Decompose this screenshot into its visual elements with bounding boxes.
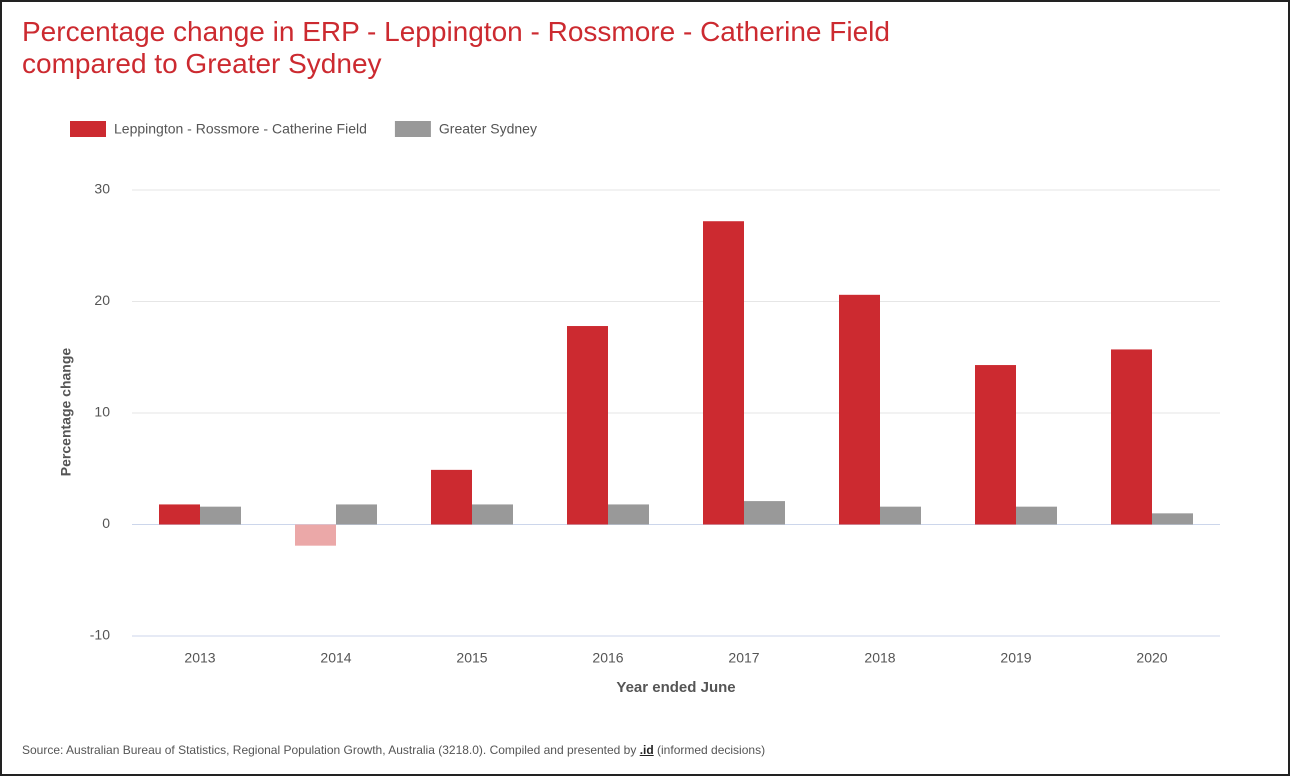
legend-label: Greater Sydney (439, 121, 537, 137)
legend-swatch (394, 121, 431, 137)
source-text: Source: Australian Bureau of Statistics,… (22, 743, 640, 757)
bar (472, 504, 513, 525)
bar (159, 504, 200, 525)
x-tick-label: 2017 (728, 650, 759, 666)
source-link[interactable]: .id (639, 743, 654, 757)
bar (1111, 349, 1152, 525)
x-tick-label: 2020 (1136, 650, 1167, 666)
x-tick-label: 2014 (320, 650, 351, 666)
x-tick-label: 2015 (456, 650, 487, 666)
bar (1016, 506, 1057, 525)
bar (608, 504, 649, 525)
bar (975, 365, 1016, 525)
x-axis-label: Year ended June (616, 679, 735, 696)
bar (431, 469, 472, 525)
y-tick-label: 20 (94, 292, 110, 308)
legend-swatch (70, 121, 106, 137)
chart: -10 0 10 20 30 Leppington - Rossmore - Cather… (58, 121, 1220, 696)
y-tick-label: 0 (102, 515, 110, 531)
legend-label: Leppington - Rossmore - Catherine Field (114, 121, 367, 137)
bar (703, 221, 744, 525)
bar (839, 294, 880, 525)
bar (200, 506, 241, 525)
bar (1152, 513, 1193, 525)
y-axis-label: Percentage change (58, 348, 74, 477)
y-tick-label: -10 (90, 627, 110, 643)
bar (336, 504, 377, 525)
y-tick-label: 30 (94, 181, 110, 197)
bar (567, 326, 608, 525)
x-tick-label: 2016 (592, 650, 623, 666)
source: Source: Australian Bureau of Statistics,… (22, 742, 962, 758)
y-tick-label: 10 (94, 404, 110, 420)
bar (744, 501, 785, 525)
x-tick-label: 2018 (864, 650, 895, 666)
source-text-end: (informed decisions) (653, 743, 766, 757)
x-tick-label: 2013 (184, 650, 215, 666)
bar (880, 506, 921, 525)
chart-title: Percentage change in ERP - Leppington - … (22, 16, 890, 79)
bar (295, 524, 336, 546)
x-tick-label: 2019 (1000, 650, 1031, 666)
